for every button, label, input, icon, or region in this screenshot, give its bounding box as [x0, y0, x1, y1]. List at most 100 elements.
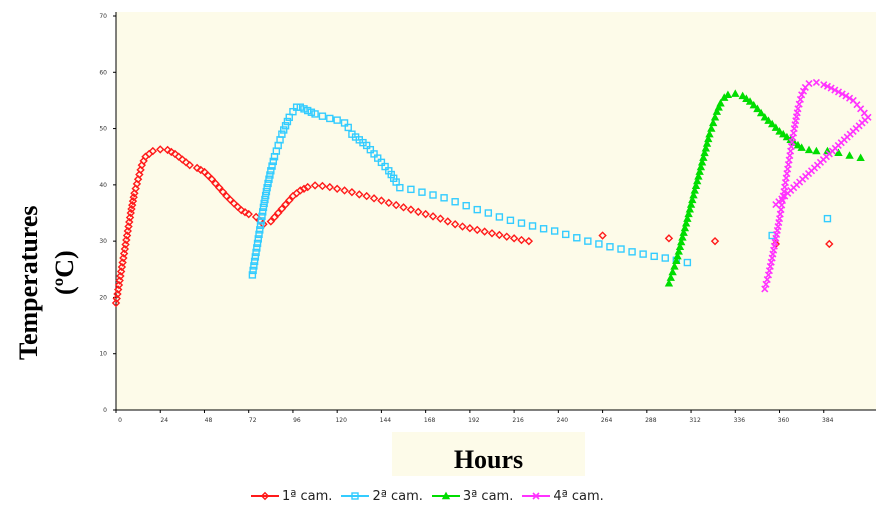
data-point [268, 162, 276, 170]
data-point [114, 285, 123, 294]
data-point [686, 200, 696, 208]
data-point [451, 198, 459, 206]
data-point [462, 201, 470, 210]
data-point [377, 196, 386, 205]
data-point [799, 87, 808, 95]
data-point [115, 276, 124, 285]
data-point [680, 223, 690, 232]
data-point [838, 90, 846, 98]
data-point [699, 153, 708, 161]
data-point [211, 179, 220, 188]
data-point [628, 248, 636, 256]
legend-swatch [251, 491, 279, 501]
data-point [283, 117, 292, 126]
legend-label: 4ª cam. [553, 488, 604, 504]
y-tick-label: 50 [99, 126, 107, 133]
legend-marker [351, 492, 360, 500]
legend-label: 1ª cam. [282, 488, 333, 504]
data-point [253, 239, 262, 248]
legend-item: 2ª cam. [340, 489, 423, 504]
data-point [135, 170, 144, 179]
x-tick-label: 72 [249, 417, 257, 424]
data-point [674, 247, 683, 255]
x-tick-label: 360 [778, 417, 790, 424]
data-point [820, 81, 828, 89]
legend: 1ª cam. 2ª cam. 3ª cam. 4ª cam. [250, 486, 612, 506]
x-tick-label: 96 [293, 417, 301, 424]
data-point [697, 158, 707, 166]
data-point [119, 249, 129, 258]
data-point [257, 217, 265, 225]
data-point [281, 122, 290, 130]
data-point [562, 230, 570, 239]
data-point [156, 145, 165, 154]
data-point [250, 262, 258, 270]
data-point [846, 94, 854, 102]
data-point [296, 186, 305, 195]
data-point [804, 145, 814, 154]
data-point [712, 107, 722, 115]
x-tick-label: 240 [557, 417, 569, 424]
data-point [685, 204, 695, 213]
data-point [131, 184, 140, 193]
data-point [167, 147, 176, 157]
data-point [406, 205, 416, 214]
data-point [695, 167, 704, 175]
data-point [797, 143, 806, 151]
data-point [606, 243, 614, 251]
data-point [764, 116, 773, 124]
data-point [414, 207, 423, 217]
data-point [716, 98, 725, 107]
data-point [127, 204, 136, 214]
legend-marker [260, 491, 270, 501]
data-point [318, 112, 327, 120]
data-point [237, 205, 246, 215]
data-point [267, 167, 275, 175]
data-point [256, 226, 264, 234]
data-point [805, 79, 813, 88]
data-point [396, 183, 404, 192]
data-point [798, 91, 806, 99]
data-point [484, 209, 493, 217]
data-point [269, 157, 277, 166]
data-point [661, 254, 669, 262]
data-point [265, 175, 273, 183]
data-point [325, 182, 334, 192]
data-point [675, 242, 685, 250]
data-point [148, 146, 158, 156]
data-point [753, 104, 762, 113]
data-point [705, 129, 714, 138]
data-point [458, 222, 467, 231]
data-point [250, 257, 259, 266]
data-point [384, 198, 393, 208]
data-point [749, 100, 758, 109]
data-point [261, 191, 270, 200]
data-point [132, 179, 142, 189]
data-point [251, 253, 260, 261]
data-point [742, 94, 751, 102]
data-point [121, 240, 130, 249]
data-point [118, 258, 127, 267]
legend-marker [532, 492, 540, 500]
data-point [782, 132, 792, 141]
data-point [465, 224, 475, 233]
data-point [723, 90, 733, 98]
data-point [617, 245, 625, 253]
data-point [252, 248, 260, 257]
data-point [278, 130, 286, 138]
data-point [133, 175, 143, 184]
y-tick-label: 40 [99, 182, 107, 189]
data-point [684, 209, 693, 218]
data-point [767, 119, 777, 128]
data-point [812, 146, 821, 155]
legend-item: 3ª cam. [431, 489, 513, 504]
data-point [650, 252, 658, 261]
data-point [694, 172, 703, 180]
data-point [495, 213, 504, 221]
data-point [825, 239, 834, 249]
data-point [710, 112, 720, 121]
data-point [256, 221, 265, 230]
data-point [299, 184, 309, 193]
